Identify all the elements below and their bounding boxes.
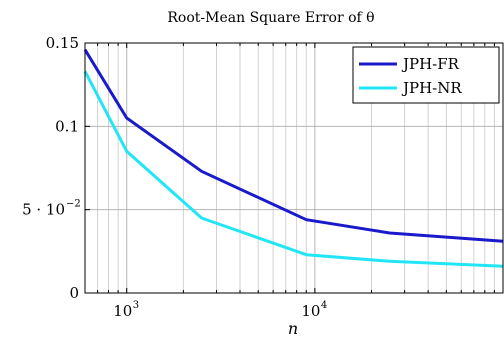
x-axis-label: n <box>288 319 298 338</box>
legend-label: JPH-FR <box>401 55 460 73</box>
x-tick-exponent: 3 <box>133 300 139 311</box>
series-line-jph-nr <box>83 70 504 268</box>
chart-title: Root-Mean Square Error of θ <box>167 10 374 26</box>
legend-box <box>352 46 500 104</box>
x-tick-label: 10 <box>301 302 320 320</box>
series-layer <box>83 48 504 268</box>
y-tick-label: 5 · 10 <box>22 201 65 219</box>
y-tick-label: 0 <box>69 284 79 302</box>
y-tick-exponent: −2 <box>66 199 81 210</box>
x-tick-label: 10 <box>113 302 132 320</box>
legend: JPH-FR JPH-NR <box>352 46 500 104</box>
series-line-jph-fr <box>83 48 504 243</box>
y-tick-label: 0.1 <box>55 117 79 135</box>
y-tick-label: 0.15 <box>46 34 79 52</box>
plot-frame <box>84 42 504 294</box>
axis-ticks: 10 3 10 405 · 10 −20.10.15 <box>22 34 504 320</box>
x-tick-exponent: 4 <box>321 300 327 311</box>
legend-label: JPH-NR <box>401 79 462 97</box>
